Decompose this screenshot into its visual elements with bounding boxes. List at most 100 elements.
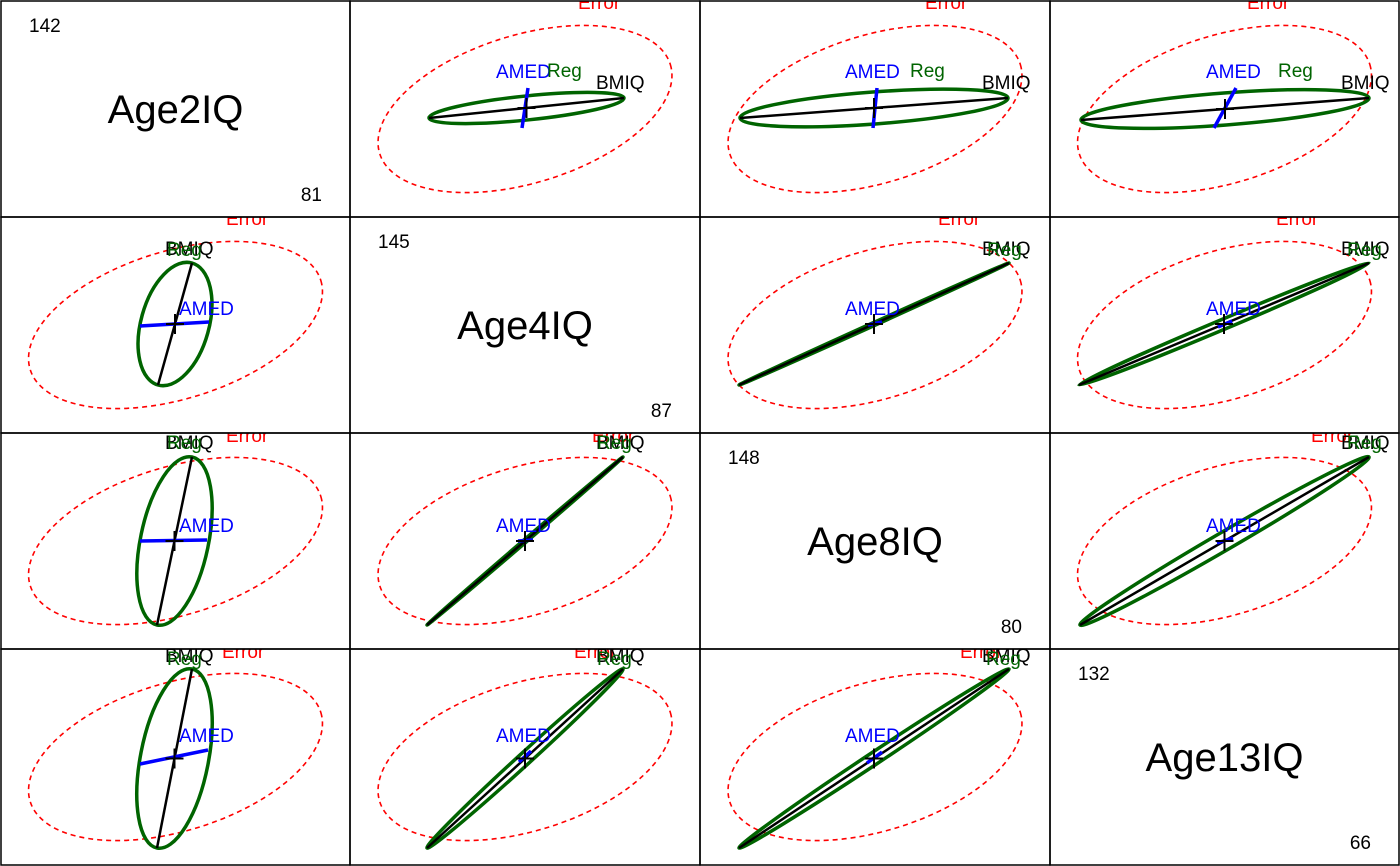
panel-content: Error AMED BMIQ Reg [727,0,1031,194]
reg-label: Reg [167,433,202,454]
error-label: Error [925,0,968,14]
reg-label: Reg [986,649,1021,670]
means-label: BMIQ [165,646,214,667]
diagonal-layer: Age2IQ 142 81 Age4IQ 145 87 Age8IQ 148 80 Age13IQ… [29,16,1371,854]
means-label: BMIQ [1341,239,1390,260]
hyp-label: AMED [496,726,551,747]
reg-label: Reg [1347,240,1382,261]
panel-0-3: Error AMED BMIQ Reg [1076,0,1390,194]
reg-label: Reg [1347,433,1382,454]
hyp-label: AMED [179,726,234,747]
diag-cell-2: Age8IQ 148 80 [728,448,1022,638]
variable-max: 132 [1078,664,1110,685]
panel-0-1: Error AMED BMIQ Reg [377,0,673,194]
error-ellipse [377,672,673,842]
means-label: BMIQ [165,433,214,454]
reg-label: Reg [167,240,202,261]
error-ellipse [27,456,324,626]
diag-cell-3: Age13IQ 132 66 [1078,664,1371,854]
error-ellipse [1076,456,1373,626]
variable-max: 145 [378,232,410,253]
variable-max: 148 [728,448,760,469]
hyp-label: AMED [1206,62,1261,83]
variable-name: Age8IQ [807,520,943,564]
hyp-label: AMED [1206,516,1261,537]
variable-min: 80 [1001,617,1022,638]
reg-label: Reg [597,433,632,454]
error-ellipse [27,672,324,842]
means-label: BMIQ [596,433,645,454]
variable-name: Age4IQ [457,304,593,348]
error-ellipse [1076,24,1373,194]
error-ellipse [727,24,1023,194]
variable-name: Age2IQ [108,88,244,132]
reg-label: Reg [167,649,202,670]
error-label: Error [574,642,617,663]
error-ellipse [727,672,1023,842]
error-ellipse [377,456,673,626]
panel-0-2: Error AMED BMIQ Reg [727,0,1031,194]
diag-cell-1: Age4IQ 145 87 [378,232,672,422]
error-label: Error [1311,426,1354,447]
hyp-label: AMED [1206,299,1261,320]
error-label: Error [960,642,1003,663]
panel-content: Error AMED BMIQ Reg [1076,0,1390,194]
hyp-label: AMED [496,516,551,537]
error-ellipse [1076,240,1373,410]
means-label: BMIQ [165,239,214,260]
variable-name: Age13IQ [1146,736,1304,780]
hyp-label: AMED [845,726,900,747]
reg-label: Reg [910,61,945,82]
hyp-label: AMED [179,516,234,537]
error-ellipse [27,240,324,410]
hyp-label: AMED [496,62,551,83]
error-label: Error [1247,0,1290,14]
error-label: Error [1276,209,1319,230]
means-label: BMIQ [982,73,1031,94]
means-label: BMIQ [982,239,1031,260]
hyp-label: AMED [179,299,234,320]
means-label: BMIQ [982,646,1031,667]
error-label: Error [222,642,265,663]
means-label: BMIQ [596,73,645,94]
error-label: Error [226,209,269,230]
error-label: Error [938,209,981,230]
error-label: Error [592,426,635,447]
hyp-label: AMED [845,62,900,83]
cell-border-3-3 [1049,648,1400,866]
reg-label: Reg [1278,61,1313,82]
variable-max: 142 [29,16,61,37]
reg-label: Reg [987,240,1022,261]
error-ellipse [377,24,673,194]
error-ellipse [727,240,1023,410]
error-label: Error [578,0,621,14]
variable-min: 87 [651,401,672,422]
variable-min: 81 [301,185,322,206]
means-label: BMIQ [1341,73,1390,94]
means-label: BMIQ [1341,433,1390,454]
means-label: BMIQ [596,646,645,667]
hyp-label: AMED [845,299,900,320]
panels-layer: ErrorAMEDBMIQRegErrorAMEDBMIQRegErrorAME… [27,0,1390,850]
reg-label: Reg [597,649,632,670]
